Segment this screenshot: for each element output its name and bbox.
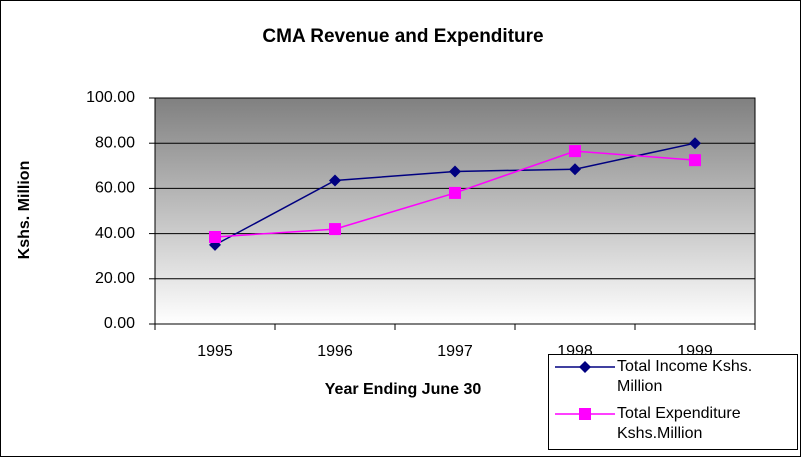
y-tick-label: 60.00 [95, 180, 135, 197]
x-tick-label: 1996 [317, 343, 353, 360]
legend-label: Total Expenditure Kshs.Million [617, 405, 741, 442]
y-tick-label: 0.00 [104, 315, 135, 332]
marker [449, 165, 461, 178]
marker [449, 186, 461, 199]
legend-swatch [555, 408, 615, 420]
x-axis-title: Year Ending June 30 [325, 381, 482, 398]
legend-item: Total Expenditure Kshs.Million [549, 404, 799, 450]
plot-area [154, 97, 756, 325]
y-axis-title: Kshs. Million [16, 161, 33, 260]
x-tick-label: 1995 [197, 343, 233, 360]
legend: Total Income Kshs. Million Total Expendit… [548, 354, 798, 450]
y-tick-label: 80.00 [95, 134, 135, 151]
marker [689, 154, 701, 167]
marker [569, 163, 581, 176]
legend-label: Total Income Kshs. Million [617, 358, 753, 395]
marker [689, 137, 701, 150]
legend-swatch [555, 361, 615, 373]
y-tick-label: 100.00 [86, 89, 135, 106]
marker [329, 174, 341, 187]
marker [579, 361, 591, 373]
y-tick-label: 20.00 [95, 270, 135, 287]
marker [569, 145, 581, 158]
chart-title: CMA Revenue and Expenditure [262, 26, 543, 47]
marker [209, 230, 221, 243]
marker [579, 408, 591, 420]
y-tick-label: 40.00 [95, 225, 135, 242]
legend-item: Total Income Kshs. Million [549, 357, 799, 403]
x-tick-label: 1997 [437, 343, 473, 360]
marker [329, 223, 341, 236]
